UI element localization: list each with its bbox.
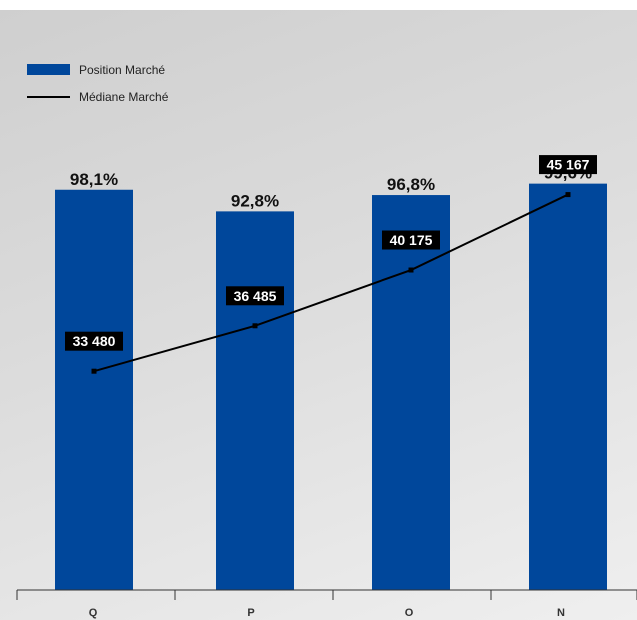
bars: [55, 183, 607, 590]
x-tick-label-N: N: [557, 607, 565, 619]
median-value-label-text: 33 480: [73, 333, 116, 349]
median-value-label-O: 40 175: [382, 230, 440, 250]
median-point-Q: [91, 368, 97, 374]
median-value-label-text: 36 485: [234, 288, 277, 304]
median-line: [93, 193, 569, 373]
bar-O: [372, 195, 450, 590]
bar-P: [216, 211, 294, 590]
legend-bar-swatch: [27, 64, 70, 75]
median-value-label-bg: [382, 230, 440, 250]
x-tick-label-O: O: [405, 607, 414, 619]
legend: Position Marché Médiane Marché: [27, 63, 169, 104]
median-value-label-text: 40 175: [390, 232, 433, 248]
median-point-P: [252, 323, 258, 329]
bar-value-label-Q: 98,1%: [70, 170, 118, 189]
bar-Q: [55, 189, 133, 590]
median-value-label-text: 45 167: [547, 157, 590, 173]
bar-value-label-P: 92,8%: [231, 191, 279, 210]
x-tick-label-P: P: [247, 607, 254, 619]
bar-N: [529, 183, 607, 590]
median-value-label-bg: [539, 155, 597, 175]
median-point-N: [565, 192, 571, 198]
legend-line-label: Médiane Marché: [79, 90, 169, 104]
median-value-label-N: 45 167: [539, 155, 597, 175]
bar-labels: 98,1%92,8%96,8%99,6%: [70, 164, 592, 211]
chart-svg: Position Marché Médiane Marché 98,1% 92,8…: [16, 63, 637, 619]
legend-bar-label: Position Marché: [79, 63, 165, 77]
bar-value-label-O: 96,8%: [387, 175, 435, 194]
median-point-O: [408, 267, 414, 273]
chart-area: Position Marché Médiane Marché 98,1% 92,8…: [0, 10, 637, 620]
median-line-layer: 33 480 36 485 40 175 45 167: [65, 155, 597, 374]
median-value-label-Q: 33 480: [65, 331, 123, 351]
median-value-label-bg: [65, 331, 123, 351]
x-tick-label-Q: Q: [89, 607, 98, 619]
median-value-label-P: 36 485: [226, 286, 284, 306]
median-value-label-bg: [226, 286, 284, 306]
